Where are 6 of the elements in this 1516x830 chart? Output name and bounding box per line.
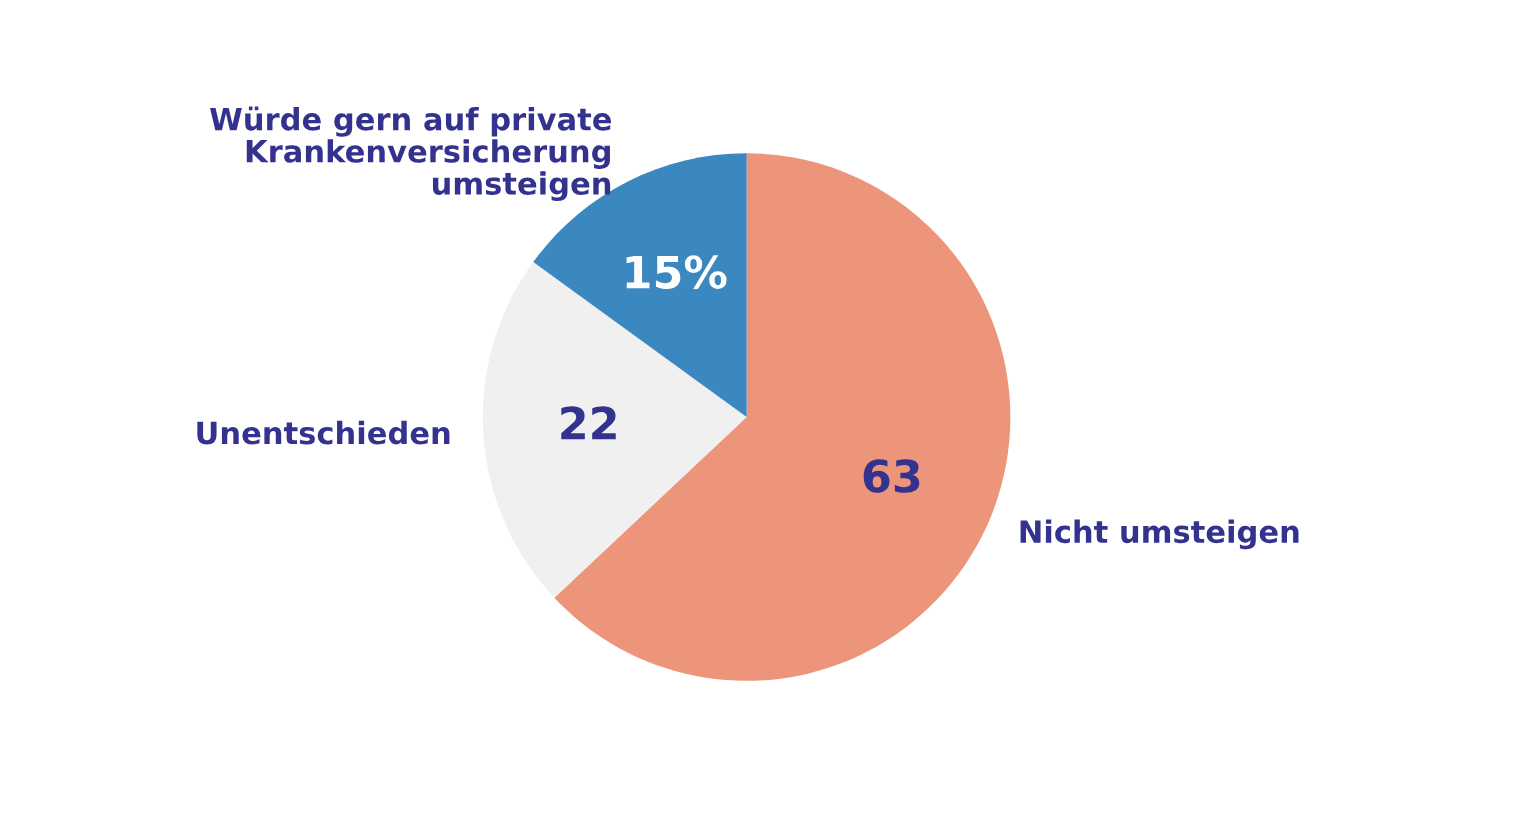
slice-label: Würde gern auf private Krankenversicherung umsteigen (210, 106, 612, 202)
slice-label: Unentschieden (197, 420, 450, 445)
data-label: 15% (626, 255, 727, 289)
data-label: 63 (863, 459, 920, 493)
slice-label: Nicht umsteigen (1020, 519, 1299, 550)
data-label: 22 (561, 406, 616, 440)
